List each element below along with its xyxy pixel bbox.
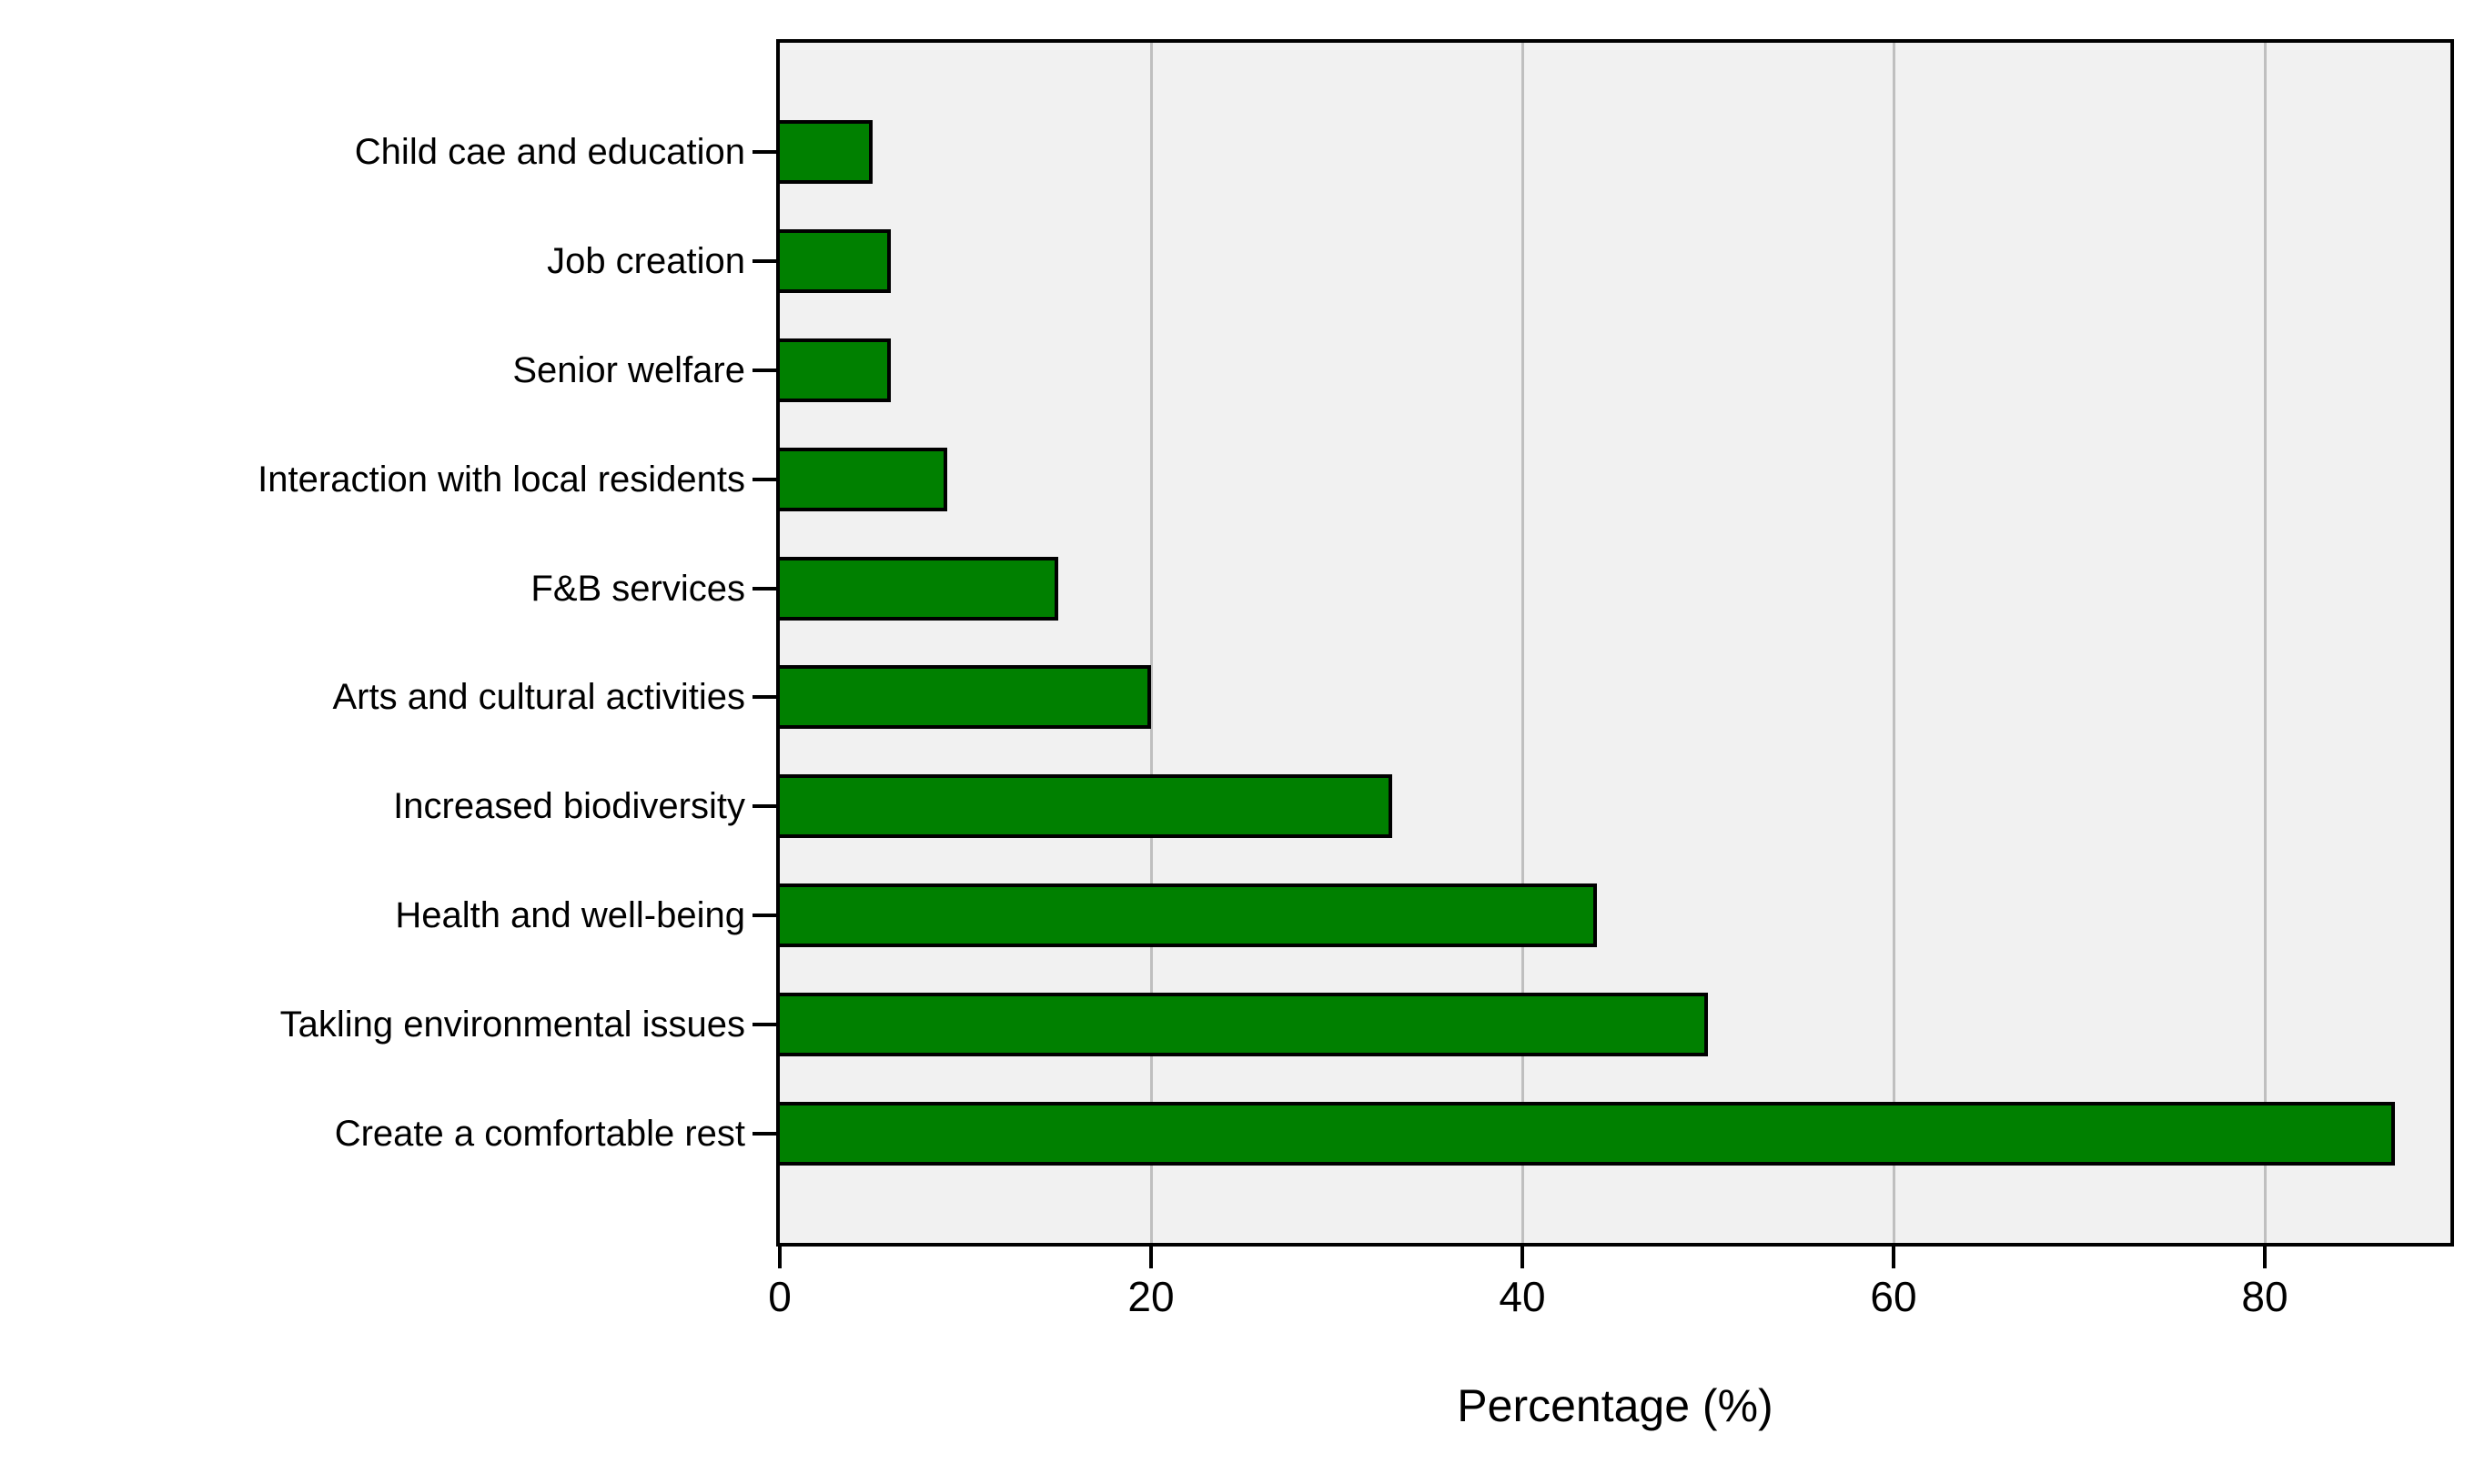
x-tick-60 [1892, 1247, 1895, 1268]
bar-2 [780, 338, 892, 402]
category-label-8: Takling environmental issues [279, 1004, 745, 1045]
y-tick-4 [753, 586, 776, 591]
y-tick-9 [753, 1132, 776, 1136]
bar-6 [780, 774, 1393, 839]
bar-7 [780, 883, 1597, 948]
x-tick-0 [778, 1247, 782, 1268]
y-tick-7 [753, 914, 776, 918]
y-tick-3 [753, 477, 776, 481]
category-label-1: Job creation [547, 240, 745, 281]
y-tick-8 [753, 1023, 776, 1027]
category-label-3: Interaction with local residents [258, 459, 745, 500]
x-tick-label-40: 40 [1499, 1273, 1546, 1320]
x-tick-40 [1520, 1247, 1524, 1268]
gridline-40 [1521, 43, 1524, 1243]
category-label-0: Child cae and education [354, 131, 745, 172]
gridline-80 [2264, 43, 2267, 1243]
y-tick-6 [753, 804, 776, 809]
bar-1 [780, 228, 892, 293]
y-tick-2 [753, 368, 776, 372]
bar-5 [780, 665, 1151, 730]
gridline-20 [1150, 43, 1153, 1243]
x-tick-label-0: 0 [768, 1273, 792, 1320]
x-tick-20 [1149, 1247, 1153, 1268]
category-label-7: Health and well-being [395, 895, 745, 936]
x-tick-label-20: 20 [1127, 1273, 1175, 1320]
category-label-2: Senior welfare [512, 349, 745, 390]
category-label-9: Create a comfortable rest [334, 1114, 745, 1155]
x-tick-label-80: 80 [2241, 1273, 2288, 1320]
bar-9 [780, 1102, 2395, 1166]
y-tick-0 [753, 149, 776, 154]
plot-area [776, 39, 2454, 1247]
bar-4 [780, 556, 1058, 621]
x-tick-label-60: 60 [1870, 1273, 1917, 1320]
y-tick-1 [753, 258, 776, 263]
category-label-6: Increased biodiversity [393, 786, 745, 827]
y-tick-5 [753, 695, 776, 700]
x-tick-80 [2263, 1247, 2267, 1268]
gridline-60 [1893, 43, 1895, 1243]
bar-8 [780, 993, 1708, 1057]
x-axis-title: Percentage (%) [1457, 1380, 1773, 1431]
category-label-5: Arts and cultural activities [332, 677, 745, 718]
bar-3 [780, 447, 947, 511]
category-label-4: F&B services [530, 568, 745, 609]
bar-0 [780, 119, 873, 184]
